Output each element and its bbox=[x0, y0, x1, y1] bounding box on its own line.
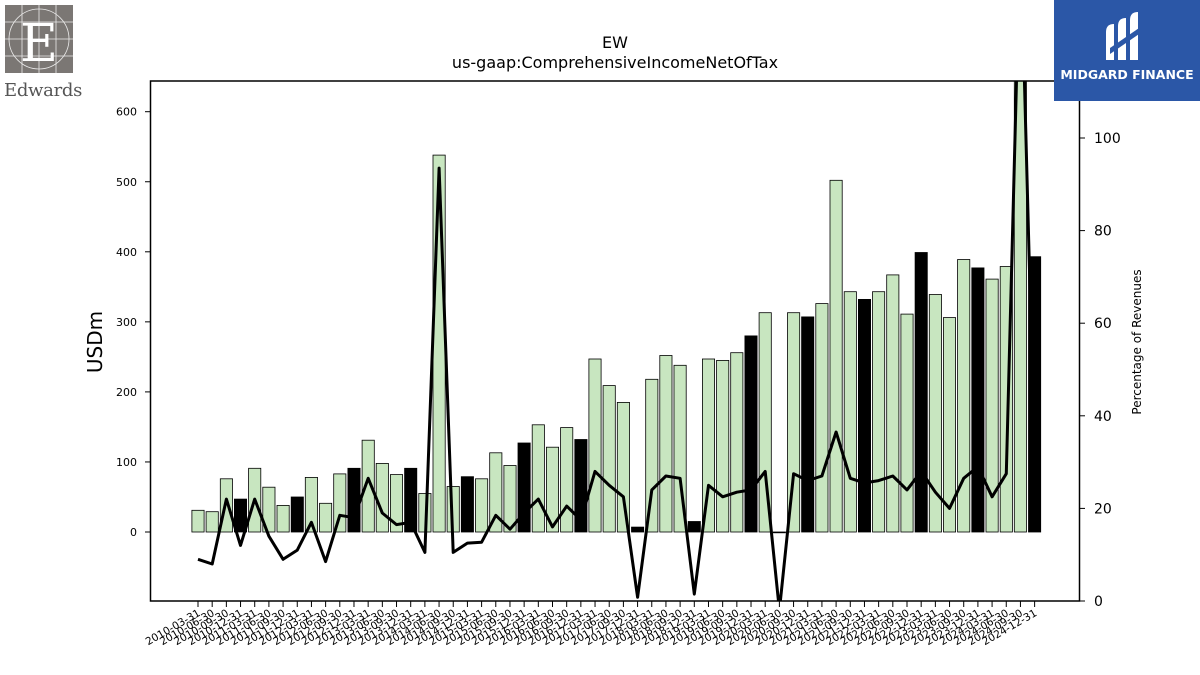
bar bbox=[659, 355, 673, 533]
y-tick-label: 200 bbox=[116, 386, 137, 399]
y-tick-label: 300 bbox=[116, 316, 137, 329]
y-tick-label: 400 bbox=[116, 246, 137, 259]
bar bbox=[404, 467, 418, 533]
bar bbox=[673, 364, 687, 533]
chart-title: EW bbox=[602, 33, 628, 52]
bar bbox=[546, 446, 560, 533]
bar bbox=[347, 467, 361, 533]
svg-text:E: E bbox=[20, 14, 58, 73]
bar bbox=[531, 424, 545, 533]
bar bbox=[432, 154, 446, 533]
bar bbox=[787, 312, 801, 533]
bar bbox=[460, 476, 474, 533]
bar bbox=[985, 278, 999, 533]
bar bbox=[900, 313, 914, 533]
bar bbox=[489, 452, 503, 533]
bar bbox=[957, 259, 971, 533]
bar bbox=[361, 439, 375, 533]
bar bbox=[858, 298, 872, 533]
bar bbox=[886, 274, 900, 533]
y-tick-label: 600 bbox=[116, 106, 137, 119]
bar bbox=[716, 359, 730, 533]
bar bbox=[645, 378, 659, 533]
bar bbox=[943, 317, 957, 533]
bar bbox=[233, 498, 247, 533]
bar bbox=[730, 352, 744, 533]
bar bbox=[205, 511, 219, 533]
bar bbox=[702, 358, 716, 533]
bar bbox=[631, 526, 645, 533]
bar bbox=[971, 267, 985, 533]
plot-area: 01002003004005006000204060801002010-03-3… bbox=[116, 81, 1121, 648]
y2-tick-label: 20 bbox=[1094, 501, 1112, 517]
bar bbox=[375, 462, 389, 533]
bar bbox=[389, 474, 403, 533]
edwards-e-icon: E bbox=[5, 5, 73, 73]
bar bbox=[333, 473, 347, 533]
y2-tick-label: 60 bbox=[1094, 316, 1112, 332]
bar bbox=[475, 478, 489, 533]
bar bbox=[801, 316, 815, 533]
bar bbox=[772, 531, 786, 534]
y-tick-label: 0 bbox=[130, 526, 137, 539]
y2-axis-label: Percentage of Revenues bbox=[1130, 269, 1144, 414]
bar bbox=[262, 486, 276, 533]
bar bbox=[616, 401, 630, 533]
bar bbox=[1013, 81, 1027, 533]
bar bbox=[928, 294, 942, 533]
y2-tick-label: 80 bbox=[1094, 224, 1112, 240]
ratio-line bbox=[197, 81, 1037, 601]
bar bbox=[560, 427, 574, 533]
y-tick-label: 500 bbox=[116, 176, 137, 189]
y2-tick-label: 0 bbox=[1094, 594, 1103, 610]
bar bbox=[191, 509, 205, 533]
edwards-wordmark: Edwards bbox=[4, 80, 83, 101]
bar bbox=[503, 465, 517, 533]
bar bbox=[602, 385, 616, 533]
bar bbox=[872, 291, 886, 533]
y-axis-label: USDm bbox=[83, 311, 107, 373]
bar bbox=[829, 179, 843, 533]
bar bbox=[687, 521, 701, 533]
midgard-m-icon bbox=[1106, 12, 1142, 60]
plot-frame bbox=[149, 80, 1081, 602]
y-tick-label: 100 bbox=[116, 456, 137, 469]
bar bbox=[588, 358, 602, 533]
edwards-logo: E Edwards bbox=[4, 4, 83, 101]
bar bbox=[319, 502, 333, 533]
bar bbox=[914, 252, 928, 533]
bar bbox=[843, 291, 857, 533]
midgard-finance-logo: MIDGARD FINANCE bbox=[1054, 0, 1200, 101]
bar bbox=[290, 496, 304, 533]
midgard-wordmark: MIDGARD FINANCE bbox=[1060, 67, 1194, 82]
y2-tick-label: 40 bbox=[1094, 409, 1112, 425]
chart-subtitle: us-gaap:ComprehensiveIncomeNetOfTax bbox=[452, 53, 778, 72]
bar bbox=[815, 303, 829, 533]
y2-tick-label: 100 bbox=[1094, 131, 1121, 147]
bar bbox=[276, 504, 290, 533]
bar bbox=[744, 335, 758, 533]
bar-series bbox=[191, 81, 1042, 534]
bar bbox=[304, 476, 318, 533]
